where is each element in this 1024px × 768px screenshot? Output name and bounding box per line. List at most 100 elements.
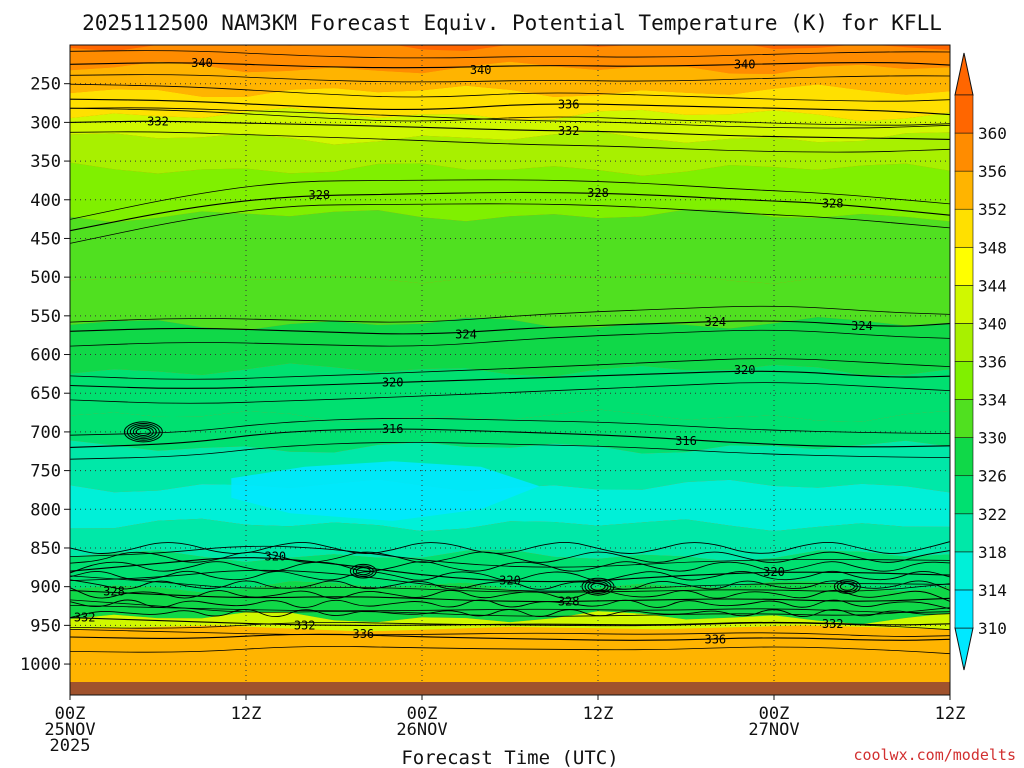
contour-label-328-1: 328: [587, 186, 609, 200]
colorbar-label-348: 348: [978, 238, 1007, 257]
contour-label-324-1: 324: [704, 315, 726, 329]
y-tick-label-850: 850: [30, 539, 61, 559]
contour-label-332-1: 332: [294, 618, 316, 632]
contour-332-aux0: [70, 605, 950, 613]
blob-1-ring4: [581, 577, 615, 596]
contour-label-328-1: 328: [558, 594, 580, 608]
colorbar-segment-1: [954, 551, 974, 591]
lowlevel-contour-2: [70, 561, 950, 574]
x-tick-label-12: 12Z: [231, 704, 262, 724]
colorbar-label-334: 334: [978, 391, 1007, 410]
colorbar-segment-5: [954, 399, 974, 438]
y-tick-label-650: 650: [30, 384, 61, 404]
field-band-320: [70, 549, 950, 594]
colorbar-label-314: 314: [978, 581, 1007, 600]
contour-320-aux0: [70, 545, 950, 568]
contour-label-320-1: 320: [499, 573, 521, 587]
lowlevel-contour-7: [70, 609, 950, 619]
contour-332: [70, 120, 950, 140]
y-tick-label-1000: 1000: [20, 655, 61, 675]
contour-336-aux1: [70, 645, 950, 655]
field-band-339: [70, 61, 950, 97]
colorbar-segment-7: [954, 323, 974, 362]
y-tick-label-800: 800: [30, 500, 61, 520]
contour-320-aux1: [70, 382, 950, 404]
y-tick-label-400: 400: [30, 191, 61, 211]
colorbar-label-310: 310: [978, 619, 1007, 638]
low-theta-pocket: [231, 461, 540, 521]
pressure-axis: 250 300 350 400 450 500 550 600 650 700 750 800 850 9…: [20, 75, 70, 675]
colorbar-segment-4: [954, 437, 974, 477]
colorbar-segment-0: [954, 589, 974, 629]
x-tick-label-24: 00Z: [407, 704, 438, 724]
colorbar-label-352: 352: [978, 200, 1007, 219]
y-tick-label-550: 550: [30, 307, 61, 327]
contour-label-320-1: 320: [734, 363, 756, 377]
contour-340: [70, 61, 950, 69]
contour-label-320-0: 320: [382, 375, 404, 389]
lowlevel-contour-4: [70, 579, 950, 591]
y-tick-label-950: 950: [30, 616, 61, 636]
field-band-336.5: [70, 84, 950, 122]
contour-332-aux0: [70, 107, 950, 129]
contour-328-aux0: [70, 179, 950, 220]
contour-340-aux0: [70, 50, 950, 59]
y-tick-label-900: 900: [30, 578, 61, 598]
y-tick-label-250: 250: [30, 75, 61, 95]
contour-332-aux1: [70, 131, 950, 153]
x-tick-label-48: 00Z: [759, 704, 790, 724]
colorbar-label-326: 326: [978, 467, 1007, 486]
contour-label-336-0: 336: [352, 627, 374, 641]
colorbar-segment-6: [954, 361, 974, 400]
contour-lines: [70, 50, 950, 655]
contour-332-aux1: [70, 629, 950, 637]
contour-label-320-0: 320: [264, 549, 286, 563]
x-tick-date-0: 25NOV: [44, 720, 95, 740]
blob-0-ring5: [123, 421, 163, 443]
credit-link[interactable]: coolwx.com/modelts: [853, 746, 1016, 764]
field-band-331: [70, 131, 950, 176]
colorbar-segment-2: [954, 513, 974, 553]
contour-336: [70, 98, 950, 116]
contour-316-aux1: [70, 441, 950, 460]
colorbar-segment-13: [954, 94, 974, 134]
colorbar-label-356: 356: [978, 162, 1007, 181]
x-tick-year-0: 2025: [50, 736, 91, 756]
colorbar-label-330: 330: [978, 429, 1007, 448]
colorbar-label-340: 340: [978, 314, 1007, 333]
y-tick-label-500: 500: [30, 268, 61, 288]
contour-324: [70, 320, 950, 335]
x-tick-label-60: 12Z: [935, 704, 966, 724]
x-tick-date-48: 27NOV: [748, 720, 799, 740]
blob-0-ring2: [132, 426, 154, 438]
blob-0-ring3: [129, 424, 157, 440]
contour-324-aux1: [70, 329, 950, 347]
contour-label-340-0: 340: [191, 56, 213, 70]
blob-1-ring1: [590, 582, 606, 591]
contour-328-aux1: [70, 599, 950, 617]
colorbar-segment-3: [954, 475, 974, 515]
contour-328: [70, 191, 950, 232]
contour-316-aux0: [70, 417, 950, 436]
lowlevel-contour-3: [70, 570, 950, 581]
contour-320: [70, 557, 950, 583]
warm-surface-layer: [70, 625, 950, 695]
contour-label-340-2: 340: [470, 63, 492, 77]
contour-labels: 340 340 340 336 332 332 328 328 328 324 324 324 320 3…: [74, 56, 873, 646]
contour-label-332-1: 332: [558, 124, 580, 138]
field-band-327.5: [70, 209, 950, 284]
field-band-324: [70, 317, 950, 377]
contour-336-aux0: [70, 621, 950, 631]
colorbar-label-360: 360: [978, 124, 1007, 143]
ground-surface-strip: [70, 682, 950, 695]
x-tick-date-24: 26NOV: [396, 720, 447, 740]
y-tick-label-450: 450: [30, 229, 61, 249]
y-tick-label-600: 600: [30, 346, 61, 366]
contour-316: [70, 428, 950, 448]
lowlevel-contour-5: [70, 587, 950, 602]
colorbar-segment-11: [954, 170, 974, 210]
contour-label-328-2: 328: [822, 197, 844, 211]
y-tick-label-750: 750: [30, 462, 61, 482]
